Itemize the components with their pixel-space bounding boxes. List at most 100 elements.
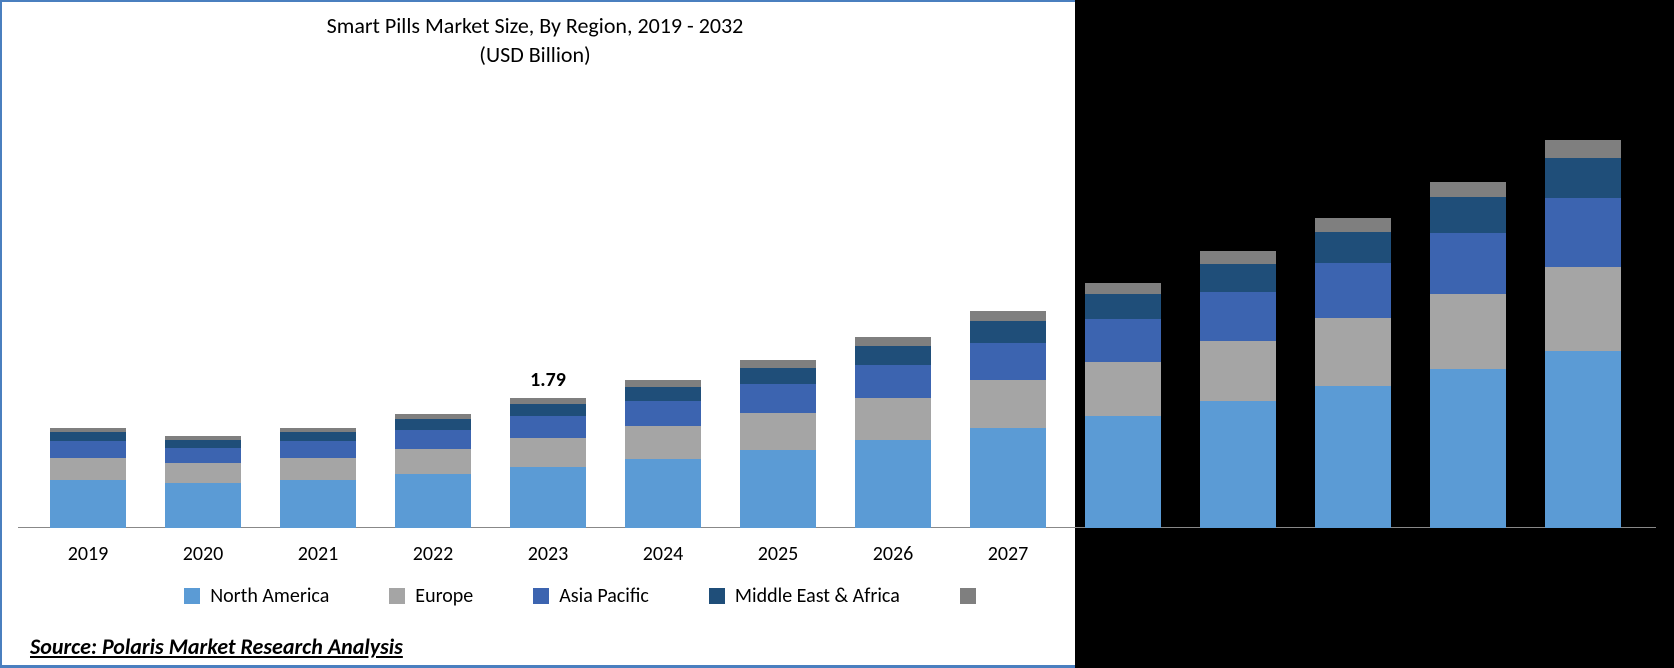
segment-middle-east-africa	[280, 432, 356, 441]
segment-middle-east-africa	[165, 440, 241, 448]
segment-north-america	[510, 467, 586, 529]
segment-other	[280, 428, 356, 433]
segment-europe	[1545, 267, 1621, 351]
segment-asia-pacific	[970, 343, 1046, 381]
segment-middle-east-africa	[1315, 232, 1391, 264]
x-label-2026: 2026	[873, 542, 914, 566]
segment-north-america	[395, 474, 471, 528]
legend-swatch	[533, 588, 549, 604]
segment-middle-east-africa	[1545, 158, 1621, 198]
bar-2030	[1315, 218, 1391, 529]
segment-europe	[625, 426, 701, 459]
bar-2028: 2028	[1085, 283, 1161, 528]
segment-asia-pacific	[165, 448, 241, 463]
segment-other	[1200, 251, 1276, 264]
x-label-2023: 2023	[528, 542, 569, 566]
segment-north-america	[1545, 351, 1621, 528]
segment-asia-pacific	[1545, 198, 1621, 267]
bar-2022: 2022	[395, 414, 471, 528]
legend-label: Asia Pacific	[559, 584, 649, 608]
legend-item-asia-pacific: Asia Pacific	[533, 584, 649, 608]
segment-asia-pacific	[1200, 292, 1276, 341]
segment-middle-east-africa	[625, 387, 701, 401]
legend-label: Middle East & Africa	[735, 584, 900, 608]
legend: North AmericaEuropeAsia PacificMiddle Ea…	[0, 584, 1160, 608]
segment-asia-pacific	[1315, 263, 1391, 318]
segment-north-america	[1430, 369, 1506, 528]
segment-asia-pacific	[1430, 233, 1506, 295]
segment-europe	[1315, 318, 1391, 386]
segment-other	[625, 380, 701, 387]
chart-title-line2: (USD Billion)	[479, 41, 590, 68]
bar-2027: 2027	[970, 311, 1046, 528]
segment-north-america	[1200, 401, 1276, 529]
bar-2023: 20231.79	[510, 398, 586, 529]
x-axis-baseline	[18, 527, 1656, 528]
segment-europe	[510, 438, 586, 467]
bar-2029	[1200, 251, 1276, 528]
segment-north-america	[855, 440, 931, 529]
segment-europe	[855, 398, 931, 440]
segment-north-america	[740, 450, 816, 528]
segment-other	[165, 436, 241, 440]
segment-middle-east-africa	[1430, 197, 1506, 232]
plot-area: 201920202021202220231.792024202520262027…	[18, 98, 1656, 528]
segment-north-america	[1315, 386, 1391, 529]
segment-north-america	[970, 428, 1046, 529]
chart-title-line1: Smart Pills Market Size, By Region, 2019…	[327, 12, 744, 39]
segment-europe	[1430, 294, 1506, 369]
segment-asia-pacific	[1085, 319, 1161, 362]
segment-asia-pacific	[50, 441, 126, 458]
legend-swatch	[389, 588, 405, 604]
x-label-2022: 2022	[413, 542, 454, 566]
segment-middle-east-africa	[510, 404, 586, 417]
segment-other	[1315, 218, 1391, 232]
segment-other	[1545, 140, 1621, 158]
legend-item-middle-east-africa: Middle East & Africa	[709, 584, 900, 608]
source-citation: Source: Polaris Market Research Analysis	[30, 633, 403, 660]
segment-asia-pacific	[625, 401, 701, 426]
segment-asia-pacific	[740, 384, 816, 413]
segment-other	[1085, 283, 1161, 294]
segment-middle-east-africa	[50, 432, 126, 441]
segment-europe	[50, 458, 126, 481]
x-label-2025: 2025	[758, 542, 799, 566]
segment-asia-pacific	[855, 365, 931, 398]
segment-middle-east-africa	[1200, 264, 1276, 292]
segment-europe	[280, 458, 356, 481]
segment-other	[1430, 182, 1506, 198]
x-label-2020: 2020	[183, 542, 224, 566]
segment-other	[395, 414, 471, 419]
segment-north-america	[625, 459, 701, 528]
bar-2020: 2020	[165, 436, 241, 528]
segment-europe	[970, 380, 1046, 427]
segment-middle-east-africa	[395, 419, 471, 430]
segment-north-america	[165, 483, 241, 528]
segment-europe	[740, 413, 816, 451]
segment-asia-pacific	[510, 416, 586, 438]
value-label-2023: 1.79	[530, 368, 566, 392]
segment-asia-pacific	[280, 441, 356, 458]
segment-north-america	[280, 480, 356, 528]
chart-title: Smart Pills Market Size, By Region, 2019…	[0, 12, 1070, 69]
x-label-2019: 2019	[68, 542, 109, 566]
legend-item-north-america: North America	[184, 584, 329, 608]
x-label-2024: 2024	[643, 542, 684, 566]
segment-europe	[1085, 362, 1161, 416]
x-label-2027: 2027	[988, 542, 1029, 566]
segment-north-america	[50, 480, 126, 528]
legend-swatch	[709, 588, 725, 604]
bar-2026: 2026	[855, 337, 931, 528]
segment-europe	[165, 463, 241, 483]
bar-2024: 2024	[625, 380, 701, 528]
segment-middle-east-africa	[970, 321, 1046, 343]
segment-middle-east-africa	[740, 368, 816, 385]
segment-other	[510, 398, 586, 404]
segment-middle-east-africa	[1085, 294, 1161, 319]
bar-2025: 2025	[740, 360, 816, 528]
segment-other	[50, 428, 126, 433]
segment-other	[740, 360, 816, 368]
segment-north-america	[1085, 416, 1161, 529]
x-label-2021: 2021	[298, 542, 339, 566]
segment-other	[855, 337, 931, 346]
